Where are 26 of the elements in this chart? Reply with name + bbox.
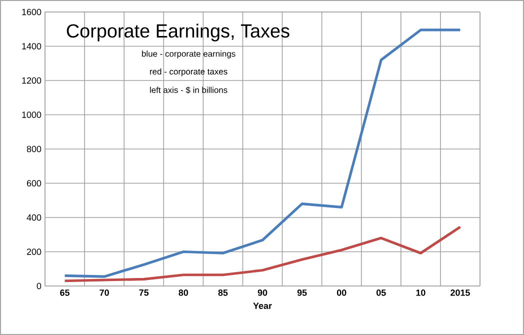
y-tick-label: 1400: [22, 43, 42, 50]
x-tick-label: 70: [100, 290, 109, 296]
y-tick-label: 1200: [22, 77, 42, 84]
x-axis-title: Year: [253, 302, 272, 309]
x-tick-label: 75: [139, 290, 149, 296]
y-tick-label: 600: [26, 180, 42, 186]
y-tick-label: 1600: [22, 8, 42, 16]
y-tick-label: 0: [36, 282, 42, 290]
x-tick-label: 90: [258, 290, 268, 296]
annotation: red - corporate taxes: [150, 68, 228, 76]
line-series: [63, 226, 462, 282]
y-tick-label: 400: [26, 214, 42, 221]
x-tick-label: 05: [376, 290, 386, 296]
x-tick-label: 80: [178, 290, 188, 296]
annotation: left axis - $ in billions: [150, 86, 228, 94]
annotation: blue - corporate earnings: [142, 50, 236, 58]
x-tick-label: 95: [297, 290, 307, 296]
y-tick-label: 1000: [22, 112, 42, 118]
x-tick-label: 85: [218, 290, 228, 296]
y-tick-label: 200: [26, 248, 42, 255]
x-tick-label: 65: [60, 290, 70, 296]
x-tick-label: 00: [336, 290, 346, 296]
y-tick-label: 800: [26, 146, 42, 152]
text: Corporate Earnings, Taxes: [66, 24, 290, 42]
x-tick-label: 2015: [450, 290, 470, 296]
x-tick-label: 10: [416, 290, 426, 296]
